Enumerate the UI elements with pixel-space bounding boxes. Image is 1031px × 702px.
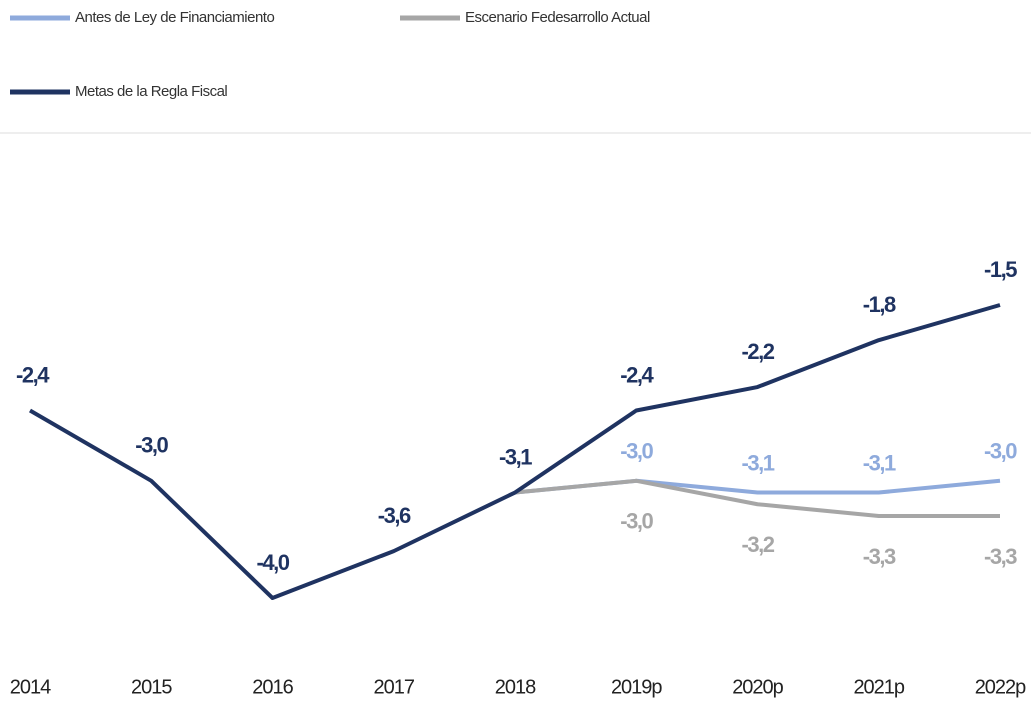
x-tick-label: 2018 [495,676,536,698]
value-label: -4,0 [257,550,290,575]
value-label: -3,1 [742,450,775,475]
value-label: -3,0 [620,509,653,534]
value-label: -2,4 [16,362,50,387]
value-label: -3,2 [742,532,775,557]
legend-label: Escenario Fedesarrollo Actual [465,9,650,26]
x-tick-label: 2019p [611,676,662,698]
value-label: -3,0 [984,439,1017,464]
value-label: -2,4 [620,362,654,387]
series-line [514,478,1000,518]
x-tick-label: 2014 [10,676,51,698]
x-tick-label: 2020p [732,676,783,698]
x-tick-label: 2021p [853,676,904,698]
value-label: -3,3 [863,544,896,569]
value-label: -3,0 [620,439,653,464]
value-label: -3,1 [863,450,896,475]
x-tick-label: 2015 [131,676,172,698]
value-label: -3,3 [984,544,1017,569]
value-label: -1,5 [984,257,1017,282]
value-label: -3,0 [135,433,168,458]
x-tick-label: 2022p [975,676,1026,698]
legend-label: Metas de la Regla Fiscal [75,83,227,100]
value-label: -2,2 [742,339,775,364]
x-tick-label: 2017 [374,676,415,698]
x-tick-label: 2016 [252,676,293,698]
series-line [28,303,1001,600]
legend-label: Antes de Ley de Financiamiento [75,9,274,26]
value-label: -3,6 [378,503,411,528]
value-label: -3,1 [499,444,532,469]
value-label: -1,8 [863,292,896,317]
